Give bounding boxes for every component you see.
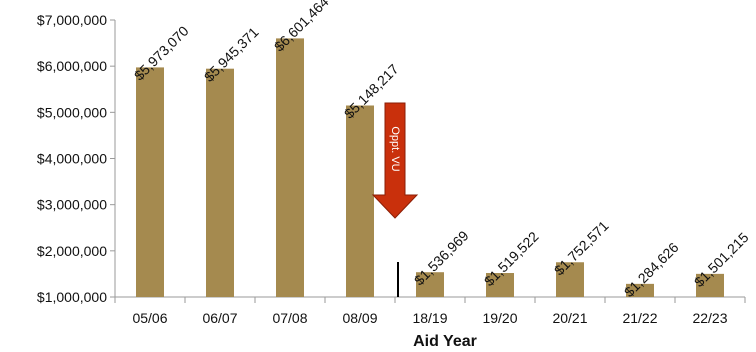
bar (626, 283, 654, 297)
bars (136, 38, 724, 297)
x-axis-title: Aid Year (413, 333, 477, 350)
y-axis: $1,000,000 $2,000,000 $3,000,000 $4,000,000… (37, 12, 116, 305)
y-tick-label: $7,000,000 (37, 12, 107, 28)
y-tick-label: $3,000,000 (37, 197, 107, 213)
x-tick-label: 05/06 (132, 310, 167, 326)
bar (136, 67, 164, 297)
x-tick-label: 21/22 (622, 310, 657, 326)
bar (556, 262, 584, 297)
x-tick-label: 18/19 (412, 310, 447, 326)
annotations: Oppt. VU (371, 102, 419, 297)
bar (696, 273, 724, 297)
bar (416, 272, 444, 297)
x-tick-label: 06/07 (202, 310, 237, 326)
bar (276, 38, 304, 297)
y-tick-label: $1,000,000 (37, 289, 107, 305)
bar (486, 273, 514, 297)
y-tick-label: $6,000,000 (37, 58, 107, 74)
x-tick-label: 08/09 (342, 310, 377, 326)
bar (346, 105, 374, 297)
x-tick-label: 19/20 (482, 310, 517, 326)
x-tick-label: 22/23 (692, 310, 727, 326)
x-axis: 05/06 06/07 07/08 08/09 18/19 19/20 20/21 21/22… (114, 296, 746, 326)
y-tick-label: $2,000,000 (37, 243, 107, 259)
bar (206, 68, 234, 297)
x-tick-label: 07/08 (272, 310, 307, 326)
x-tick-label: 20/21 (552, 310, 587, 326)
y-tick-label: $4,000,000 (37, 151, 107, 167)
opportunity-arrow-icon (371, 102, 419, 219)
arrow-label: Oppt. VU (389, 126, 401, 171)
y-tick-label: $5,000,000 (37, 104, 107, 120)
